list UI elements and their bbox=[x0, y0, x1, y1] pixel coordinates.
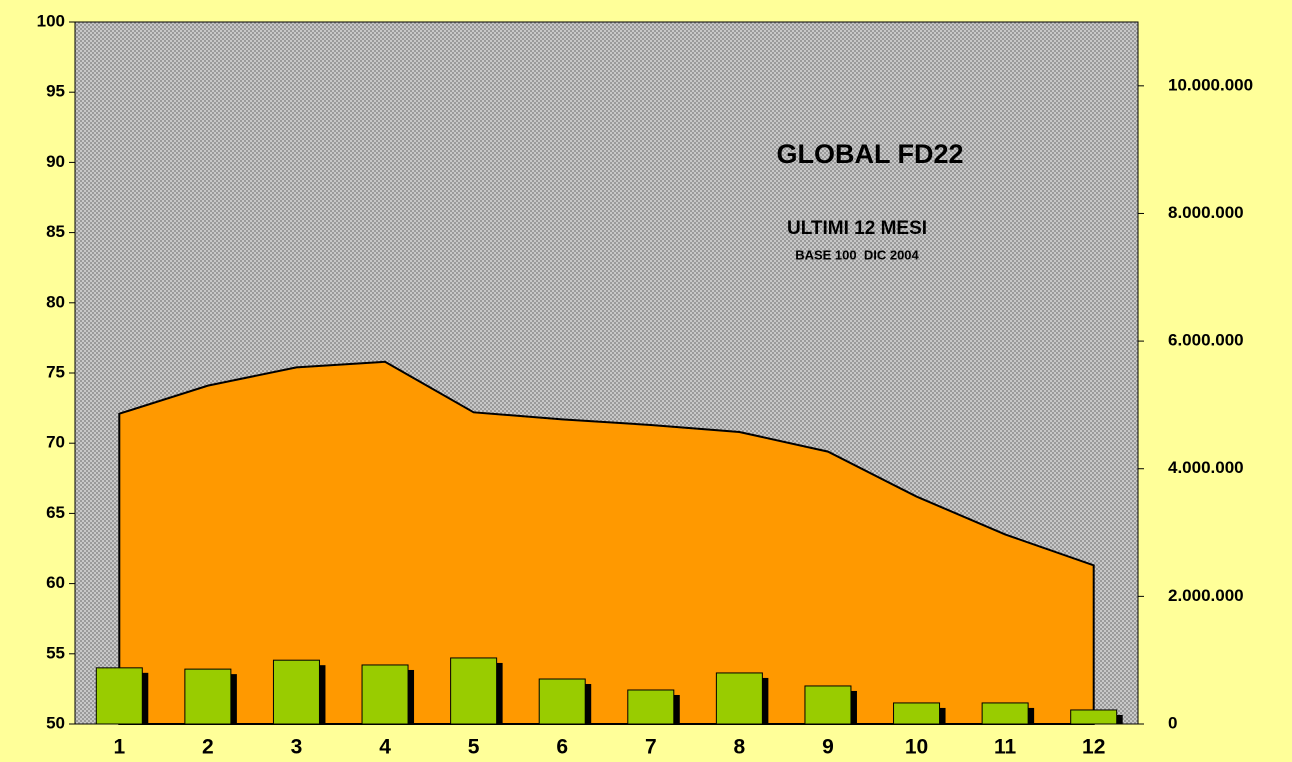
x-tick-label: 7 bbox=[645, 736, 657, 759]
y-tick-label: 80 bbox=[46, 292, 65, 311]
y2-tick-label: 0 bbox=[1168, 713, 1177, 732]
y2-tick-label: 10.000.000 bbox=[1168, 75, 1253, 94]
y-tick-label: 60 bbox=[46, 573, 65, 592]
x-tick-label: 6 bbox=[556, 736, 568, 759]
x-tick-label: 4 bbox=[379, 736, 391, 759]
y2-tick-label: 4.000.000 bbox=[1168, 458, 1244, 477]
x-tick-label: 12 bbox=[1082, 736, 1105, 759]
y2-tick-label: 2.000.000 bbox=[1168, 586, 1244, 605]
x-tick-label: 9 bbox=[822, 736, 834, 759]
area bbox=[118, 360, 1095, 725]
bar bbox=[715, 672, 763, 725]
x-tick-label: 10 bbox=[905, 736, 928, 759]
y-tick-label: 95 bbox=[46, 82, 65, 101]
bar bbox=[538, 678, 586, 725]
bar bbox=[1070, 709, 1118, 725]
bar bbox=[804, 685, 852, 725]
chart-title: GLOBAL FD22 bbox=[776, 139, 963, 169]
y-tick-label: 65 bbox=[46, 503, 65, 522]
y-tick-label: 55 bbox=[46, 643, 65, 662]
x-tick-label: 2 bbox=[202, 736, 214, 759]
y2-tick-label: 8.000.000 bbox=[1168, 203, 1244, 222]
x-tick-label: 1 bbox=[113, 736, 125, 759]
bar bbox=[981, 702, 1029, 725]
bar bbox=[450, 657, 498, 725]
bar bbox=[627, 689, 675, 725]
y-tick-label: 90 bbox=[46, 152, 65, 171]
bar bbox=[361, 664, 409, 725]
y-tick-label: 100 bbox=[37, 11, 65, 30]
y2-tick-label: 6.000.000 bbox=[1168, 331, 1244, 350]
bar bbox=[95, 667, 143, 725]
y-tick-label: 50 bbox=[46, 713, 65, 732]
y-tick-label: 70 bbox=[46, 433, 65, 452]
y-tick-label: 85 bbox=[46, 222, 65, 241]
x-tick-label: 3 bbox=[291, 736, 303, 759]
bar bbox=[272, 659, 320, 725]
y-tick-label: 75 bbox=[46, 362, 65, 381]
bar bbox=[893, 702, 941, 725]
x-tick-label: 8 bbox=[734, 736, 746, 759]
x-tick-label: 5 bbox=[468, 736, 480, 759]
subtitle: ULTIMI 12 MESI bbox=[787, 218, 927, 239]
annotation: BASE 100 DIC 2004 bbox=[795, 247, 919, 262]
bar bbox=[184, 668, 232, 725]
x-tick-label: 11 bbox=[994, 736, 1017, 759]
